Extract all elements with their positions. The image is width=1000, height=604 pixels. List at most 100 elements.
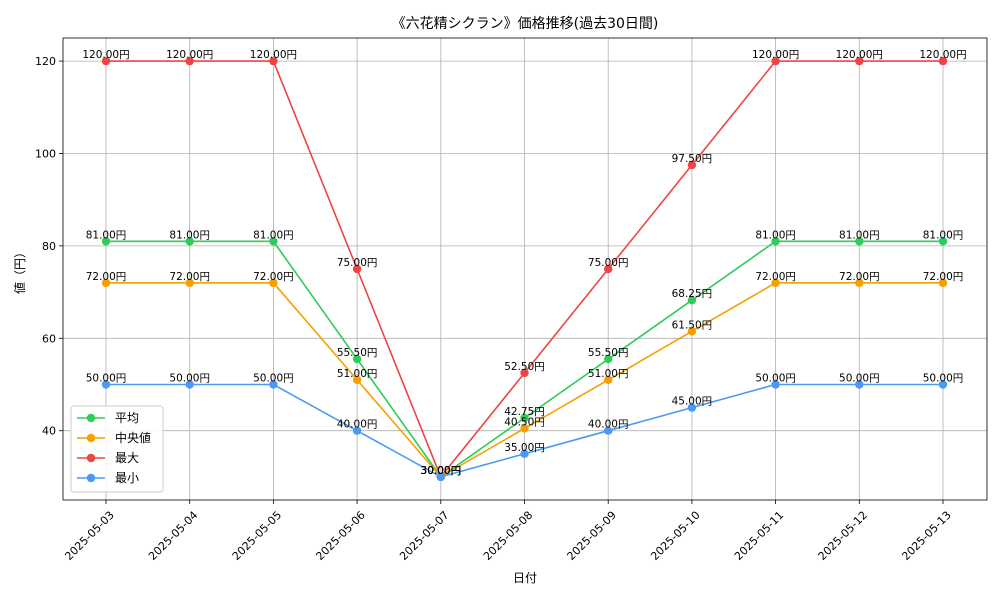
data-label: 120.00円 — [752, 49, 799, 61]
data-point — [185, 237, 194, 246]
legend-swatch-marker — [86, 433, 96, 443]
data-point — [352, 426, 362, 435]
data-point — [101, 56, 111, 66]
x-tick-label: 2025-05-04 — [146, 509, 200, 563]
data-label: 50.00円 — [923, 373, 964, 385]
legend-label: 最大 — [115, 451, 139, 465]
data-label: 120.00円 — [82, 49, 129, 61]
data-point — [604, 264, 613, 274]
data-label: 75.00円 — [588, 257, 629, 269]
data-label: 81.00円 — [253, 229, 294, 241]
data-point — [938, 237, 948, 246]
data-label: 97.50円 — [672, 153, 713, 165]
data-point — [938, 278, 948, 288]
data-point — [604, 426, 613, 435]
data-label: 35.00円 — [504, 442, 545, 454]
data-point — [687, 327, 697, 336]
data-point — [185, 56, 194, 66]
y-tick-label: 60 — [42, 332, 56, 345]
data-label: 72.00円 — [86, 271, 127, 283]
axes: 2025-05-03 2025-05-04 2025-05-05 2025-05-06… — [35, 37, 988, 563]
data-label: 120.00円 — [836, 49, 883, 61]
data-label: 75.00円 — [337, 257, 378, 269]
data-label: 72.00円 — [755, 271, 796, 283]
data-point — [101, 278, 111, 288]
legend-label: 中央値 — [115, 430, 151, 445]
y-tick-label: 40 — [42, 425, 56, 438]
x-axis-label: 日付 — [513, 571, 537, 585]
data-point — [771, 380, 780, 389]
data-point — [269, 56, 278, 66]
x-tick-label: 2025-05-08 — [481, 509, 535, 563]
x-tick-label: 2025-05-13 — [899, 509, 953, 563]
legend-label: 平均 — [115, 411, 139, 425]
data-label: 55.50円 — [337, 347, 378, 359]
data-label: 81.00円 — [86, 229, 127, 241]
data-point — [687, 295, 697, 305]
x-tick-label: 2025-05-12 — [816, 509, 870, 563]
data-label: 30.00円 — [421, 465, 462, 477]
data-label: 30.00円 — [421, 465, 462, 477]
data-point — [604, 354, 613, 364]
data-point — [520, 368, 529, 378]
data-label: 50.00円 — [253, 373, 294, 385]
data-point — [520, 424, 529, 433]
x-tick-label: 2025-05-05 — [230, 509, 284, 563]
x-tick-label: 2025-05-11 — [732, 509, 786, 563]
data-label: 120.00円 — [919, 49, 966, 61]
x-tick-label: 2025-05-10 — [648, 509, 702, 563]
data-label: 30.00円 — [421, 465, 462, 477]
data-label: 68.25円 — [672, 288, 713, 300]
data-point — [352, 354, 362, 364]
data-point — [855, 237, 864, 246]
data-label: 51.00円 — [588, 368, 629, 380]
data-point — [101, 380, 111, 389]
data-label: 51.00円 — [337, 368, 378, 380]
data-label: 42.75円 — [504, 406, 545, 418]
data-label: 40.00円 — [337, 419, 378, 431]
data-label: 52.50円 — [504, 361, 545, 373]
data-label: 120.00円 — [166, 49, 213, 61]
x-tick-label: 2025-05-06 — [313, 509, 367, 563]
data-point — [269, 278, 278, 288]
data-point — [938, 380, 948, 389]
y-tick-label: 100 — [35, 148, 56, 161]
legend-swatch-marker — [86, 453, 96, 463]
data-labels: 81.00円 81.00円 81.00円 55.50円 30.00円 42.75円 55.5… — [82, 49, 966, 477]
data-label: 50.00円 — [169, 373, 210, 385]
data-label: 81.00円 — [169, 229, 210, 241]
data-label: 55.50円 — [588, 347, 629, 359]
data-label: 45.00円 — [672, 396, 713, 408]
data-point — [855, 278, 864, 288]
data-label: 30.00円 — [421, 465, 462, 477]
data-point — [855, 380, 864, 389]
plot-frame — [62, 37, 988, 501]
data-label: 81.00円 — [755, 229, 796, 241]
chart-title: 《六花精シクラン》価格推移(過去30日間) — [392, 16, 659, 32]
data-point — [604, 375, 613, 385]
data-label: 72.00円 — [839, 271, 880, 283]
data-point — [269, 380, 278, 389]
data-label: 72.00円 — [169, 271, 210, 283]
y-tick-label: 120 — [35, 55, 56, 68]
data-point — [687, 403, 697, 412]
data-point — [352, 375, 362, 385]
data-point — [436, 472, 445, 482]
x-tick-label: 2025-05-07 — [397, 509, 451, 563]
data-point — [520, 413, 529, 423]
data-point — [185, 380, 194, 389]
data-label: 50.00円 — [755, 373, 796, 385]
legend-box — [70, 405, 164, 493]
data-point — [938, 56, 948, 66]
x-tick-label: 2025-05-03 — [62, 509, 116, 563]
data-label: 72.00円 — [923, 271, 964, 283]
data-label: 120.00円 — [250, 49, 297, 61]
data-label: 61.50円 — [672, 319, 713, 331]
grid — [63, 38, 987, 500]
legend-swatch-marker — [86, 413, 96, 423]
data-label: 81.00円 — [839, 229, 880, 241]
data-point — [520, 449, 529, 458]
y-tick-label: 80 — [42, 240, 56, 253]
